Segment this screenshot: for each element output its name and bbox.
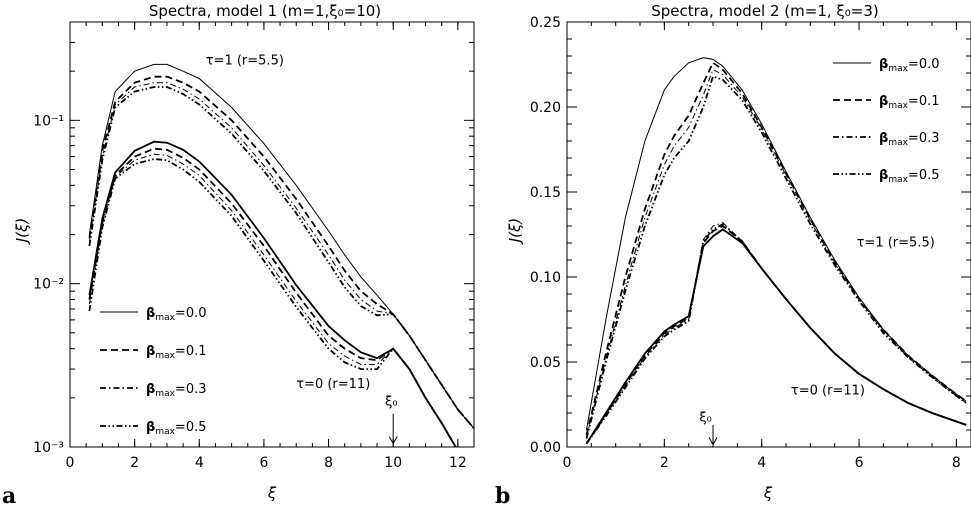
panel-b-annotations: τ=1 (r=5.5) τ=0 (r=11) ξ₀ [699, 235, 935, 446]
annotation: ξ₀ [699, 411, 711, 426]
y-tick-label: 0.00 [530, 440, 561, 456]
legend-label: βmax=0.0 [879, 57, 940, 74]
panel-a-series [88, 63, 474, 447]
series-tau1-beta-0.1 [585, 61, 967, 436]
annotation: τ=0 (r=11) [296, 377, 370, 392]
y-tick-label: 0.05 [530, 355, 561, 371]
y-tick-label: 0.20 [530, 100, 561, 116]
x-tick-label: 0 [563, 455, 572, 471]
x-tick-label: 2 [130, 455, 139, 471]
y-tick-label: 0.25 [530, 15, 561, 31]
xi0-arrow-head [388, 436, 398, 445]
panel-b-frame [566, 21, 971, 448]
series-tau1-beta-0.5 [88, 86, 474, 429]
x-tick-label: 12 [449, 455, 467, 471]
panel-a-ylabel: J(ξ) [13, 218, 31, 246]
legend-label: βmax=0.3 [146, 382, 207, 399]
x-tick-label: 4 [757, 455, 766, 471]
x-tick-label: 8 [952, 455, 961, 471]
series-tau0-beta-0.1 [585, 224, 967, 445]
panel-a-annotations: τ=1 (r=5.5) τ=0 (r=11) ξ₀ [206, 53, 398, 445]
series-tau0-beta-0.0 [585, 228, 967, 445]
y-tick-label: 10⁻¹ [33, 113, 64, 129]
panel-b-title: Spectra, model 2 (m=1, ξ₀=3) [651, 2, 879, 20]
panel-a: Spectra, model 1 (m=1,ξ₀=10) 0 2 4 6 8 10 12 10… [2, 2, 475, 508]
x-tick-label: 2 [660, 455, 669, 471]
legend-label: βmax=0.3 [879, 131, 940, 148]
annotation: ξ₀ [385, 394, 397, 409]
series-tau0-beta-0.3 [88, 153, 457, 447]
annotation: τ=1 (r=5.5) [857, 235, 935, 250]
panel-a-label: a [2, 483, 16, 508]
annotation: τ=0 (r=11) [791, 383, 865, 398]
legend-label: βmax=0.1 [879, 94, 940, 111]
panel-b-ylabel: J(ξ) [506, 218, 524, 246]
series-tau0-beta-0.5 [585, 223, 967, 445]
legend-label: βmax=0.0 [146, 306, 207, 323]
panel-a-title: Spectra, model 1 (m=1,ξ₀=10) [149, 2, 381, 20]
legend-label: βmax=0.1 [146, 344, 207, 361]
series-tau0-beta-0.0 [88, 140, 457, 447]
series-tau0-beta-0.5 [88, 158, 457, 447]
y-tick-label: 0.15 [530, 185, 561, 201]
x-tick-label: 6 [855, 455, 864, 471]
legend-label: βmax=0.5 [146, 420, 207, 437]
panel-b-label: b [495, 483, 510, 508]
panel-b-legend: βmax=0.0 βmax=0.1 βmax=0.3 βmax=0.5 [833, 57, 940, 185]
y-tick-label: 10⁻² [33, 277, 64, 293]
xi0-arrow-head [708, 437, 718, 446]
panel-a-frame [69, 21, 475, 448]
x-tick-label: 8 [324, 455, 333, 471]
x-tick-label: 10 [384, 455, 402, 471]
series-tau1-beta-0.0 [88, 63, 474, 429]
panel-b: Spectra, model 2 (m=1, ξ₀=3) 0 2 4 6 8 0.00 0.… [495, 2, 971, 508]
x-tick-label: 0 [66, 455, 75, 471]
series-tau1-beta-0.3 [88, 82, 474, 429]
panel-a-xlabel: ξ [267, 484, 277, 502]
panel-b-ticks: 0 2 4 6 8 0.00 0.05 0.10 0.15 0.20 0.25 [530, 15, 971, 471]
x-tick-label: 4 [195, 455, 204, 471]
series-tau0-beta-0.3 [586, 222, 967, 444]
panel-b-series [585, 57, 967, 445]
series-tau0-beta-0.1 [88, 147, 457, 447]
panel-b-xlabel: ξ [763, 484, 773, 502]
annotation: τ=1 (r=5.5) [206, 53, 284, 68]
y-tick-label: 0.10 [530, 270, 561, 286]
series-tau1-beta-0.1 [88, 75, 474, 429]
panel-a-legend: βmax=0.0 βmax=0.1 βmax=0.3 βmax=0.5 [100, 306, 207, 437]
legend-label: βmax=0.5 [879, 168, 940, 185]
series-tau1-beta-0.3 [586, 68, 967, 437]
y-tick-label: 10⁻³ [33, 440, 64, 456]
x-tick-label: 6 [259, 455, 268, 471]
